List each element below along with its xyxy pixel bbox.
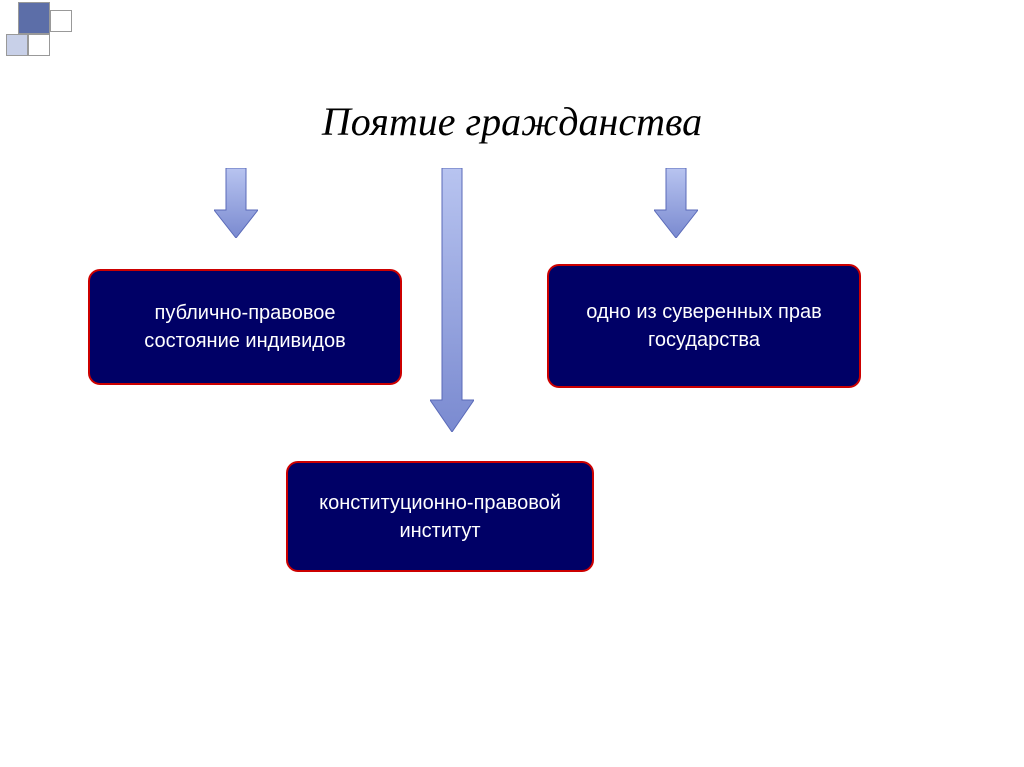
deco-square-3 <box>6 34 28 56</box>
arrow-right <box>654 168 698 238</box>
box-left: публично-правовое состояние индивидов <box>88 269 402 385</box>
arrow-middle <box>430 168 474 432</box>
box-right: одно из суверенных прав государства <box>547 264 861 388</box>
deco-square-2 <box>50 10 72 32</box>
arrow-left <box>214 168 258 238</box>
deco-square-4 <box>28 34 50 56</box>
deco-square-1 <box>18 2 50 34</box>
box-bottom: конституционно-правовой институт <box>286 461 594 572</box>
slide-title: Поятие гражданства <box>0 98 1024 145</box>
